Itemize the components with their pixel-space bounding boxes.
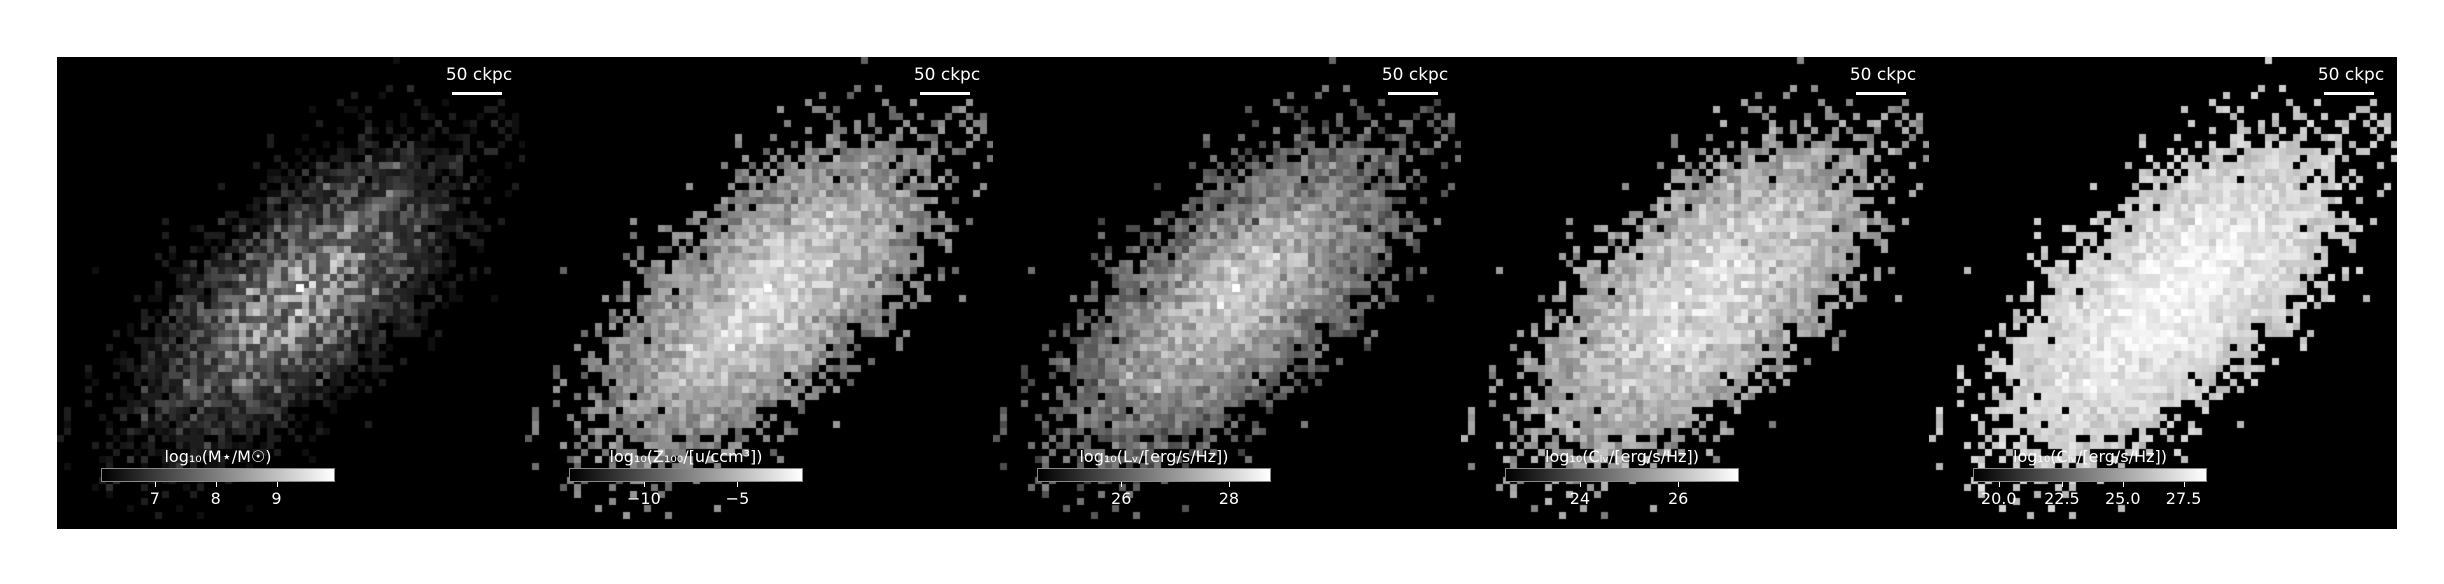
colorbar-title: log₁₀(Z₁₀₀/[u/ccm³])	[609, 447, 763, 466]
scale-bar-label: 50 ckpc	[1381, 65, 1449, 85]
map-panel-3: 50 ckpc log₁₀(Lᵥ/[erg/s/Hz]) 26 28	[993, 57, 1461, 529]
colorbar-tick-label: −5	[725, 489, 750, 508]
colorbar-tick	[1998, 482, 2000, 487]
colorbar	[569, 468, 803, 482]
colorbar-tick	[2122, 482, 2124, 487]
colorbar-tick-label: 9	[271, 489, 282, 508]
colorbar-title: log₁₀(Cₗᵥ/[erg/s/Hz])	[2013, 447, 2167, 466]
map-panel-5: 50 ckpc log₁₀(Cₗᵥ/[erg/s/Hz]) 20.0 22.5 25.0…	[1929, 57, 2397, 529]
colorbar	[1973, 468, 2207, 482]
colorbar-tick	[2183, 482, 2185, 487]
colorbar-tick	[2061, 482, 2063, 487]
colorbar-tick-label: 25.0	[2104, 489, 2141, 508]
colorbar-tick-label: −10	[626, 489, 661, 508]
scale-bar	[1856, 92, 1906, 95]
scale-bar	[2324, 92, 2374, 95]
galaxy-map-image	[525, 57, 993, 529]
scale-bar	[920, 92, 970, 95]
map-panel-1: 50 ckpc log₁₀(M⋆/M☉) 7 8 9	[57, 57, 525, 529]
colorbar-tick-label: 20.0	[1980, 489, 2017, 508]
galaxy-map-image	[1929, 57, 2397, 529]
colorbar-title: log₁₀(Cₗᵥ/[erg/s/Hz])	[1545, 447, 1699, 466]
scale-bar	[452, 92, 502, 95]
colorbar-tick	[1228, 482, 1230, 487]
colorbar-tick-label: 26	[1667, 489, 1689, 508]
colorbar-title: log₁₀(Lᵥ/[erg/s/Hz])	[1079, 447, 1229, 466]
scale-bar-label: 50 ckpc	[445, 65, 513, 85]
galaxy-map-image	[993, 57, 1461, 529]
colorbar-tick	[276, 482, 278, 487]
galaxy-map-image	[1461, 57, 1929, 529]
colorbar-tick-label: 8	[210, 489, 221, 508]
scale-bar-label: 50 ckpc	[913, 65, 981, 85]
colorbar	[1037, 468, 1271, 482]
colorbar-tick	[215, 482, 217, 487]
colorbar-title: log₁₀(M⋆/M☉)	[164, 447, 272, 466]
scale-bar	[1388, 92, 1438, 95]
colorbar	[1505, 468, 1739, 482]
colorbar-tick	[1579, 482, 1581, 487]
colorbar	[101, 468, 335, 482]
colorbar-tick-label: 7	[149, 489, 160, 508]
colorbar-tick-label: 27.5	[2165, 489, 2202, 508]
colorbar-tick	[737, 482, 739, 487]
scale-bar-label: 50 ckpc	[2317, 65, 2385, 85]
colorbar-tick	[1121, 482, 1123, 487]
colorbar-tick-label: 28	[1218, 489, 1240, 508]
colorbar-tick	[1678, 482, 1680, 487]
colorbar-tick-label: 24	[1569, 489, 1591, 508]
map-panel-4: 50 ckpc log₁₀(Cₗᵥ/[erg/s/Hz]) 24 26	[1461, 57, 1929, 529]
colorbar-tick	[154, 482, 156, 487]
galaxy-map-image	[57, 57, 525, 529]
scale-bar-label: 50 ckpc	[1849, 65, 1917, 85]
colorbar-tick-label: 22.5	[2044, 489, 2080, 508]
figure-panels: 50 ckpc log₁₀(M⋆/M☉) 7 8 9 50 ckpc log₁₀(Z₁₀₀/…	[57, 57, 2397, 529]
map-panel-2: 50 ckpc log₁₀(Z₁₀₀/[u/ccm³]) −10 −5	[525, 57, 993, 529]
colorbar-tick	[643, 482, 645, 487]
colorbar-tick-label: 26	[1111, 489, 1132, 508]
